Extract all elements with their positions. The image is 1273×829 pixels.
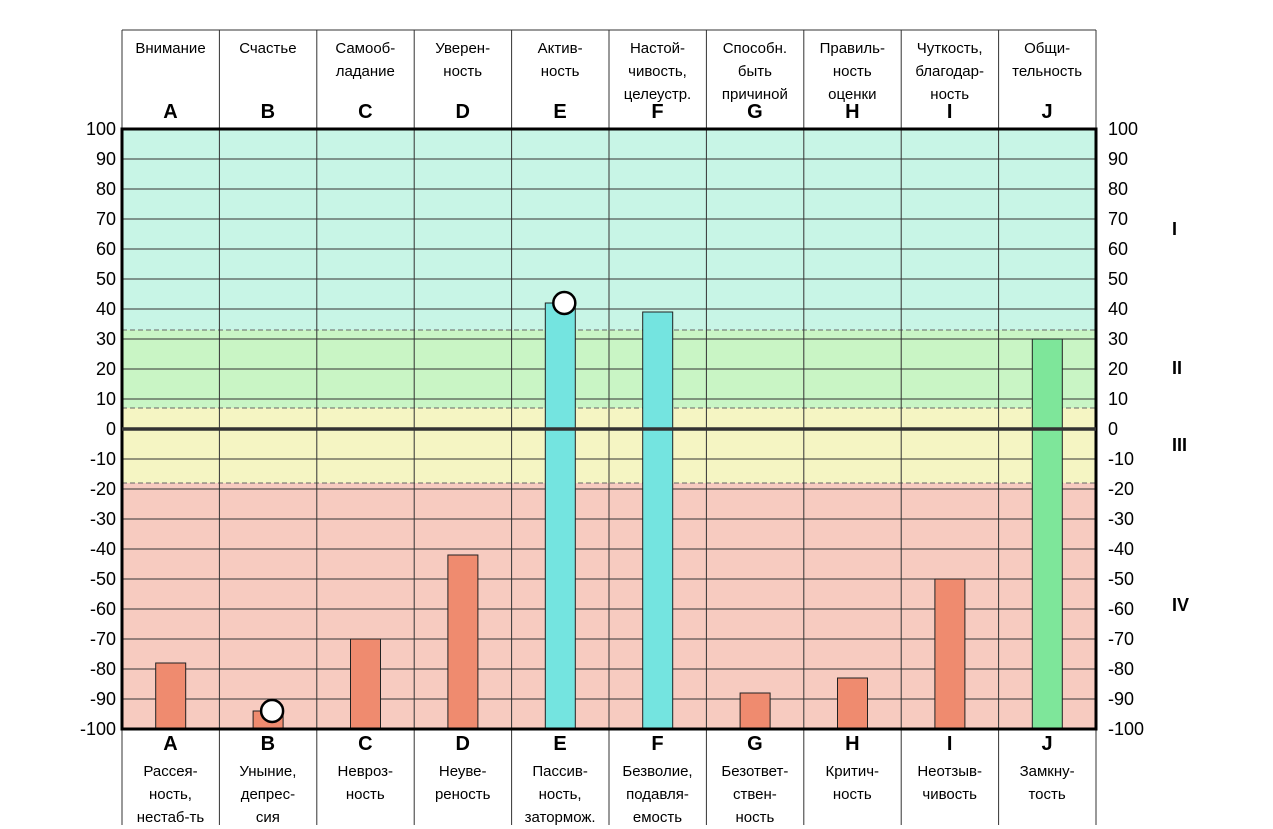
- top-letter-I: I: [946, 101, 953, 123]
- y-tick-right: 0: [1108, 419, 1119, 439]
- y-tick-right: 70: [1108, 209, 1129, 229]
- y-tick-left: -100: [79, 719, 116, 739]
- y-tick-left: 10: [95, 389, 116, 409]
- bottom-label-B: Уныние, депрес-сия: [239, 763, 297, 826]
- bottom-label-H: Критич-ность: [825, 763, 880, 803]
- y-tick-left: -70: [89, 629, 116, 649]
- bar-J: [1031, 338, 1063, 730]
- bottom-label-D: Неуве-реность: [434, 763, 491, 803]
- y-tick-right: 90: [1108, 149, 1129, 169]
- top-label-E: Актив-ность: [537, 40, 583, 80]
- y-tick-left: 0: [105, 419, 116, 439]
- top-label-I: Чуткость, благодар-ность: [915, 40, 984, 103]
- bar-E: [544, 302, 576, 730]
- y-tick-left: 60: [95, 239, 116, 259]
- bottom-label-I: Неотзыв-чивость: [917, 763, 983, 803]
- marker-E: [552, 290, 577, 316]
- top-label-B: Счастье: [239, 40, 297, 57]
- y-tick-right: -40: [1108, 539, 1135, 559]
- y-tick-left: 100: [85, 119, 116, 139]
- top-letter-D: D: [455, 101, 470, 123]
- top-label-D: Уверен-ность: [435, 40, 491, 80]
- bottom-letter-G: G: [747, 733, 763, 755]
- y-tick-right: -70: [1108, 629, 1135, 649]
- y-tick-left: -80: [89, 659, 116, 679]
- top-letter-A: A: [163, 101, 178, 123]
- y-tick-left: 80: [95, 179, 116, 199]
- y-tick-left: 90: [95, 149, 116, 169]
- y-tick-right: 100: [1108, 119, 1139, 139]
- bottom-letter-D: D: [455, 733, 470, 755]
- y-tick-right: 50: [1108, 269, 1129, 289]
- y-tick-right: -90: [1108, 689, 1135, 709]
- bottom-letter-B: B: [260, 733, 276, 755]
- bottom-letter-H: H: [845, 733, 860, 755]
- top-label-G: Способн. быть причиной: [721, 40, 788, 103]
- y-tick-left: -20: [89, 479, 116, 499]
- top-letter-J: J: [1041, 101, 1053, 123]
- bottom-letter-I: I: [946, 733, 953, 755]
- y-tick-left: -60: [89, 599, 116, 619]
- y-tick-right: -100: [1108, 719, 1145, 739]
- top-letter-G: G: [747, 101, 763, 123]
- y-tick-left: -10: [89, 449, 116, 469]
- y-tick-right: -80: [1108, 659, 1135, 679]
- bar-I: [934, 578, 966, 730]
- bottom-label-G: Безответ-ствен-ность: [721, 763, 789, 826]
- top-letter-C: C: [358, 101, 373, 123]
- y-tick-right: 40: [1108, 299, 1129, 319]
- y-tick-left: -30: [89, 509, 116, 529]
- bottom-letter-E: E: [553, 733, 567, 755]
- y-tick-right: -50: [1108, 569, 1135, 589]
- y-tick-right: -60: [1108, 599, 1135, 619]
- y-tick-right: -10: [1108, 449, 1135, 469]
- top-letter-H: H: [845, 101, 860, 123]
- bottom-letter-J: J: [1041, 733, 1053, 755]
- bottom-label-J: Замкну-тость: [1019, 763, 1075, 803]
- bottom-label-C: Невроз-ность: [337, 763, 394, 803]
- bar-D: [447, 554, 479, 730]
- top-label-H: Правиль-ность оценки: [819, 40, 885, 103]
- y-tick-right: 60: [1108, 239, 1129, 259]
- y-tick-left: -50: [89, 569, 116, 589]
- bar-C: [350, 638, 381, 730]
- marker-B: [259, 698, 285, 724]
- y-tick-right: 30: [1108, 329, 1129, 349]
- y-tick-left: 70: [95, 209, 116, 229]
- top-label-C: Самооб-ладание: [335, 40, 396, 80]
- zone-label-IV: IV: [1172, 595, 1190, 615]
- y-tick-left: -90: [89, 689, 116, 709]
- top-letter-B: B: [260, 101, 276, 123]
- bottom-letter-A: A: [163, 733, 178, 755]
- bar-H: [837, 677, 868, 730]
- y-tick-right: 80: [1108, 179, 1129, 199]
- top-label-J: Общи-тельность: [1012, 40, 1083, 80]
- bottom-label-E: Пассив-ность, затормож.: [524, 763, 596, 826]
- y-tick-left: 50: [95, 269, 116, 289]
- y-tick-left: -40: [89, 539, 116, 559]
- bar-G: [739, 692, 771, 730]
- bottom-label-A: Рассея-ность, нестаб-ть: [136, 763, 205, 826]
- top-letter-F: F: [651, 101, 664, 123]
- zone-label-II: II: [1172, 358, 1183, 378]
- y-tick-right: -20: [1108, 479, 1135, 499]
- bottom-letter-F: F: [651, 733, 664, 755]
- y-tick-right: 20: [1108, 359, 1129, 379]
- top-label-F: Настой-чивость, целеустр.: [623, 40, 692, 103]
- top-letter-E: E: [553, 101, 567, 123]
- bar-F: [642, 311, 674, 730]
- y-tick-left: 20: [95, 359, 116, 379]
- zone-label-III: III: [1172, 434, 1188, 455]
- top-label-A: Внимание: [135, 40, 206, 57]
- zone-label-I: I: [1172, 218, 1178, 239]
- y-tick-left: 30: [95, 329, 116, 349]
- y-tick-right: 10: [1108, 389, 1129, 409]
- y-tick-left: 40: [95, 299, 116, 319]
- bottom-letter-C: C: [358, 733, 373, 755]
- y-tick-right: -30: [1108, 509, 1135, 529]
- bottom-label-F: Безволие, подавля-емость: [622, 763, 693, 826]
- bar-A: [155, 662, 187, 730]
